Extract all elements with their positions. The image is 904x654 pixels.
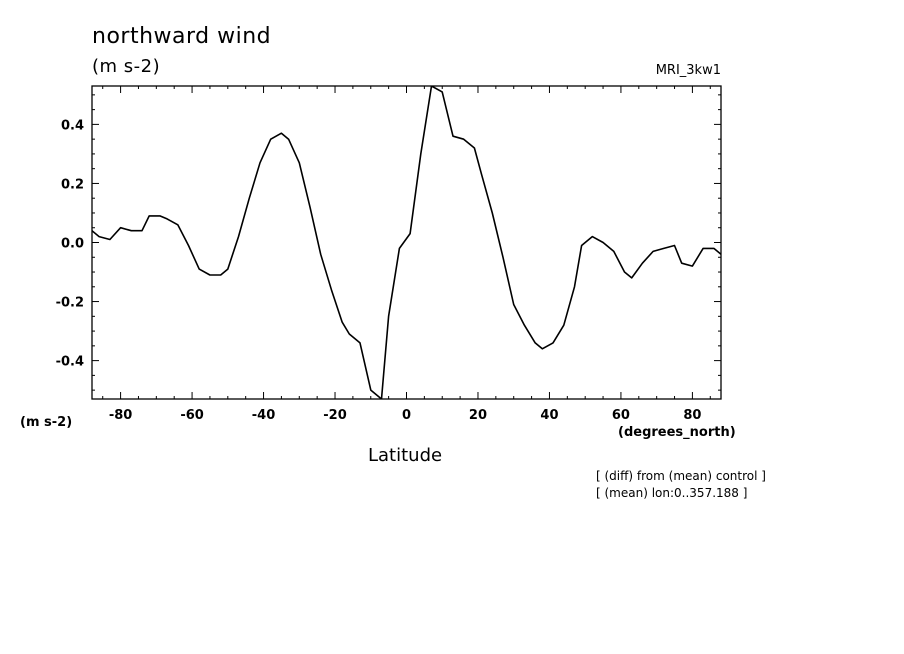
x-axis-units: (degrees_north) xyxy=(618,425,736,440)
y-tick-label: 0.4 xyxy=(61,118,84,133)
model-label: MRI_3kw1 xyxy=(655,63,721,78)
y-tick-label: 0.0 xyxy=(61,237,84,252)
x-tick-label: 60 xyxy=(612,408,630,423)
x-tick-label: 40 xyxy=(540,408,558,423)
y-tick-label: 0.2 xyxy=(61,177,84,192)
y-tick-label: -0.2 xyxy=(56,296,84,311)
x-tick-label: -60 xyxy=(180,408,204,423)
y-tick-label: -0.4 xyxy=(56,355,84,370)
x-tick-label: 20 xyxy=(469,408,487,423)
x-tick-label: -40 xyxy=(252,408,276,423)
chart-title: northward wind xyxy=(92,24,272,49)
x-tick-label: 80 xyxy=(683,408,701,423)
series-line xyxy=(92,86,721,399)
x-tick-label: -20 xyxy=(323,408,347,423)
diff-note: [ (diff) from (mean) control ] xyxy=(596,469,766,483)
chart-units: (m s-2) xyxy=(92,56,161,77)
y-axis-units: (m s-2) xyxy=(20,415,73,430)
mean-note: [ (mean) lon:0..357.188 ] xyxy=(596,486,748,500)
x-tick-label: 0 xyxy=(402,408,411,423)
x-tick-label: -80 xyxy=(109,408,133,423)
x-axis-label: Latitude xyxy=(368,445,443,466)
